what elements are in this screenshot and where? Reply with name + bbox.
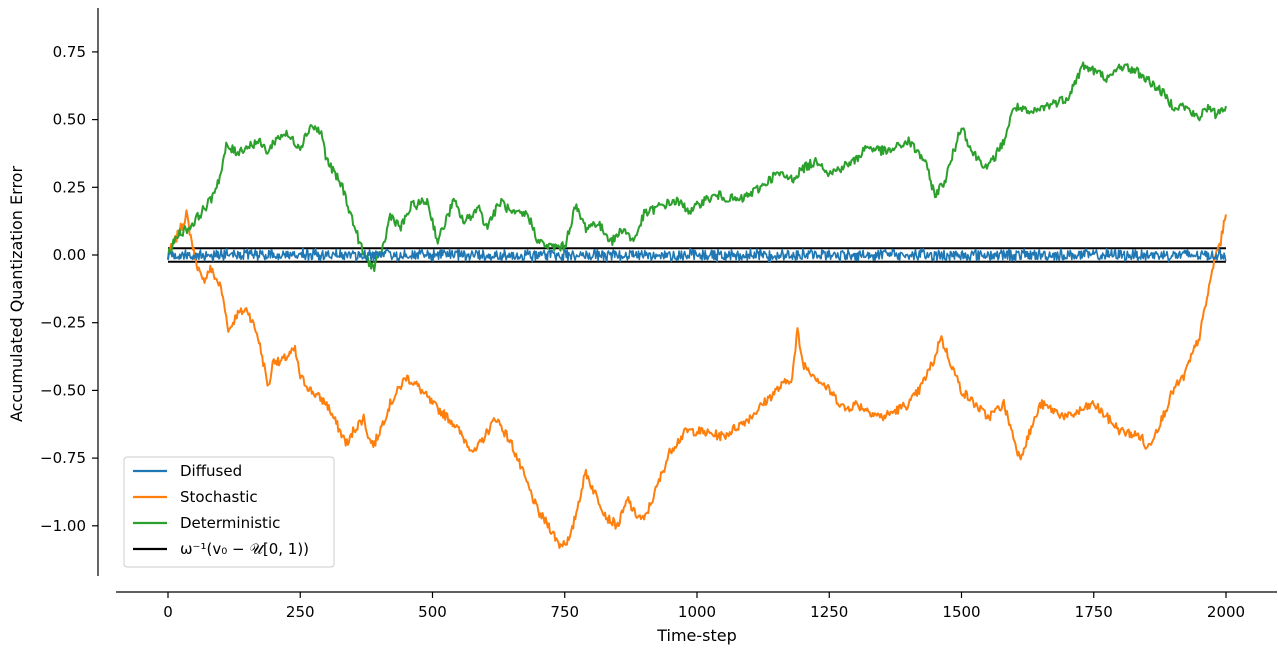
x-tick-label: 250 [286,603,315,621]
x-tick-label: 750 [550,603,579,621]
plot-area [167,61,1227,549]
legend: Diffused Stochastic Deterministic ω⁻¹(v₀ − … [123,456,335,568]
y-tick-label: −0.75 [40,449,86,467]
legend-box [123,456,335,568]
y-tick-label: 0.50 [53,111,86,129]
legend-label-bounds: ω⁻¹(v₀ − 𝒰[0, 1)) [180,540,309,558]
y-axis-label: Accumulated Quantization Error [7,166,26,422]
x-tick-label: 1250 [810,603,848,621]
legend-label-deterministic: Deterministic [180,514,280,532]
x-tick-label: 2000 [1207,603,1245,621]
x-tick-label: 1750 [1075,603,1113,621]
x-axis: 0 250 500 750 1000 1250 1500 1750 2000 [116,591,1277,621]
series-line-diffused [167,247,1227,263]
y-tick-label: −1.00 [40,517,86,535]
series-line-stochastic [167,209,1227,549]
x-tick-label: 0 [163,603,173,621]
x-tick-label: 500 [418,603,447,621]
series-line-deterministic [167,61,1227,273]
y-axis: −1.00 −0.75 −0.50 −0.25 0.00 0.25 0.50 0.75 [40,8,99,576]
y-tick-label: 0.75 [53,43,86,61]
y-tick-label: −0.25 [40,314,86,332]
legend-label-diffused: Diffused [180,462,242,480]
y-tick-label: −0.50 [40,381,86,399]
x-axis-label: Time-step [656,626,737,645]
y-tick-label: 0.00 [53,246,86,264]
y-tick-label: 0.25 [53,178,86,196]
legend-label-stochastic: Stochastic [180,488,258,506]
x-tick-label: 1500 [942,603,980,621]
x-tick-label: 1000 [678,603,716,621]
